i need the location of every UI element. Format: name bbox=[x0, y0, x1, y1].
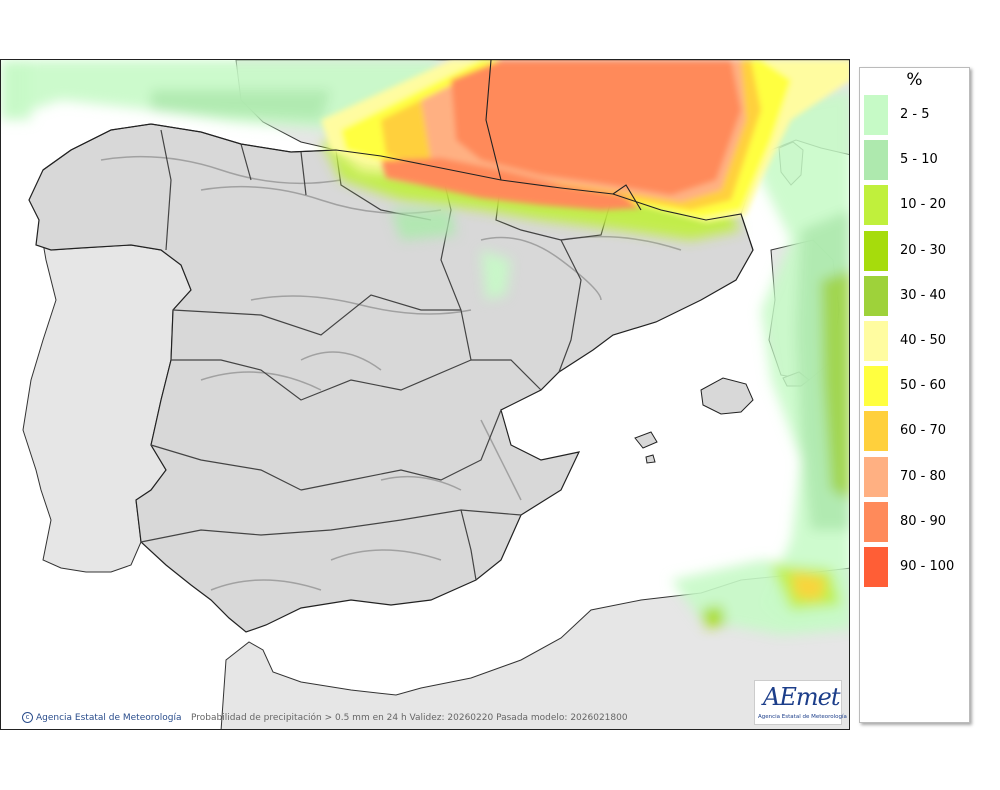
legend-label: 30 - 40 bbox=[900, 287, 947, 303]
legend-unit: % bbox=[906, 70, 923, 90]
ibiza-island bbox=[634, 431, 658, 449]
legend-swatch bbox=[864, 185, 888, 226]
legend-swatch bbox=[864, 275, 888, 316]
legend-swatch bbox=[864, 501, 888, 542]
legend-row: 60 - 70 bbox=[864, 411, 968, 452]
legend-row: 10 - 20 bbox=[864, 185, 968, 226]
precipitation-probability-map bbox=[0, 59, 850, 730]
legend-row: 5 - 10 bbox=[864, 140, 968, 181]
legend-swatch bbox=[864, 140, 888, 181]
legend-label: 60 - 70 bbox=[900, 423, 947, 439]
legend-row: 80 - 90 bbox=[864, 501, 968, 542]
copyright-icon: c bbox=[22, 712, 33, 723]
legend-label: 40 - 50 bbox=[900, 333, 947, 348]
map-canvas bbox=[1, 60, 849, 729]
legend-label: 10 - 20 bbox=[900, 197, 947, 213]
coastline-overlay bbox=[42, 60, 754, 251]
legend-row: 90 - 100 bbox=[864, 547, 968, 587]
legend-row: 30 - 40 bbox=[864, 275, 968, 316]
legend-swatch bbox=[864, 456, 888, 497]
mallorca-island bbox=[700, 377, 754, 415]
aemet-logo-text: AEmet bbox=[763, 683, 840, 711]
agency-footer: c Agencia Estatal de Meteorología bbox=[22, 712, 182, 723]
legend-row: 20 - 30 bbox=[864, 230, 968, 271]
legend-swatch bbox=[864, 230, 888, 271]
legend-swatch bbox=[864, 411, 888, 452]
map-caption: Probabilidad de precipitación > 0.5 mm e… bbox=[191, 713, 628, 723]
legend: % 2 - 5 5 - 10 10 - 20 20 - 30 30 - 40 40 - 5… bbox=[859, 67, 970, 723]
legend-row: 70 - 80 bbox=[864, 456, 968, 497]
aemet-logo-subtext: Agencia Estatal de Meteorología bbox=[758, 714, 847, 720]
legend-label: 5 - 10 bbox=[900, 152, 938, 168]
aemet-logo: AEmet Agencia Estatal de Meteorología bbox=[754, 680, 847, 725]
legend-label: 20 - 30 bbox=[900, 242, 947, 258]
formentera-island bbox=[645, 454, 656, 464]
legend-swatch bbox=[864, 366, 888, 407]
legend-label: 80 - 90 bbox=[900, 513, 947, 529]
legend-row: 2 - 5 bbox=[864, 95, 968, 135]
legend-swatch bbox=[864, 321, 888, 361]
legend-row: 40 - 50 bbox=[864, 321, 968, 361]
legend-row: 50 - 60 bbox=[864, 366, 968, 407]
legend-label: 50 - 60 bbox=[900, 378, 947, 394]
agency-footer-text: Agencia Estatal de Meteorología bbox=[36, 713, 182, 723]
probability-overlay bbox=[1, 60, 849, 635]
legend-label: 2 - 5 bbox=[900, 107, 930, 122]
legend-label: 90 - 100 bbox=[900, 559, 955, 574]
legend-swatch bbox=[864, 547, 888, 587]
legend-label: 70 - 80 bbox=[900, 468, 947, 484]
legend-swatch bbox=[864, 95, 888, 135]
